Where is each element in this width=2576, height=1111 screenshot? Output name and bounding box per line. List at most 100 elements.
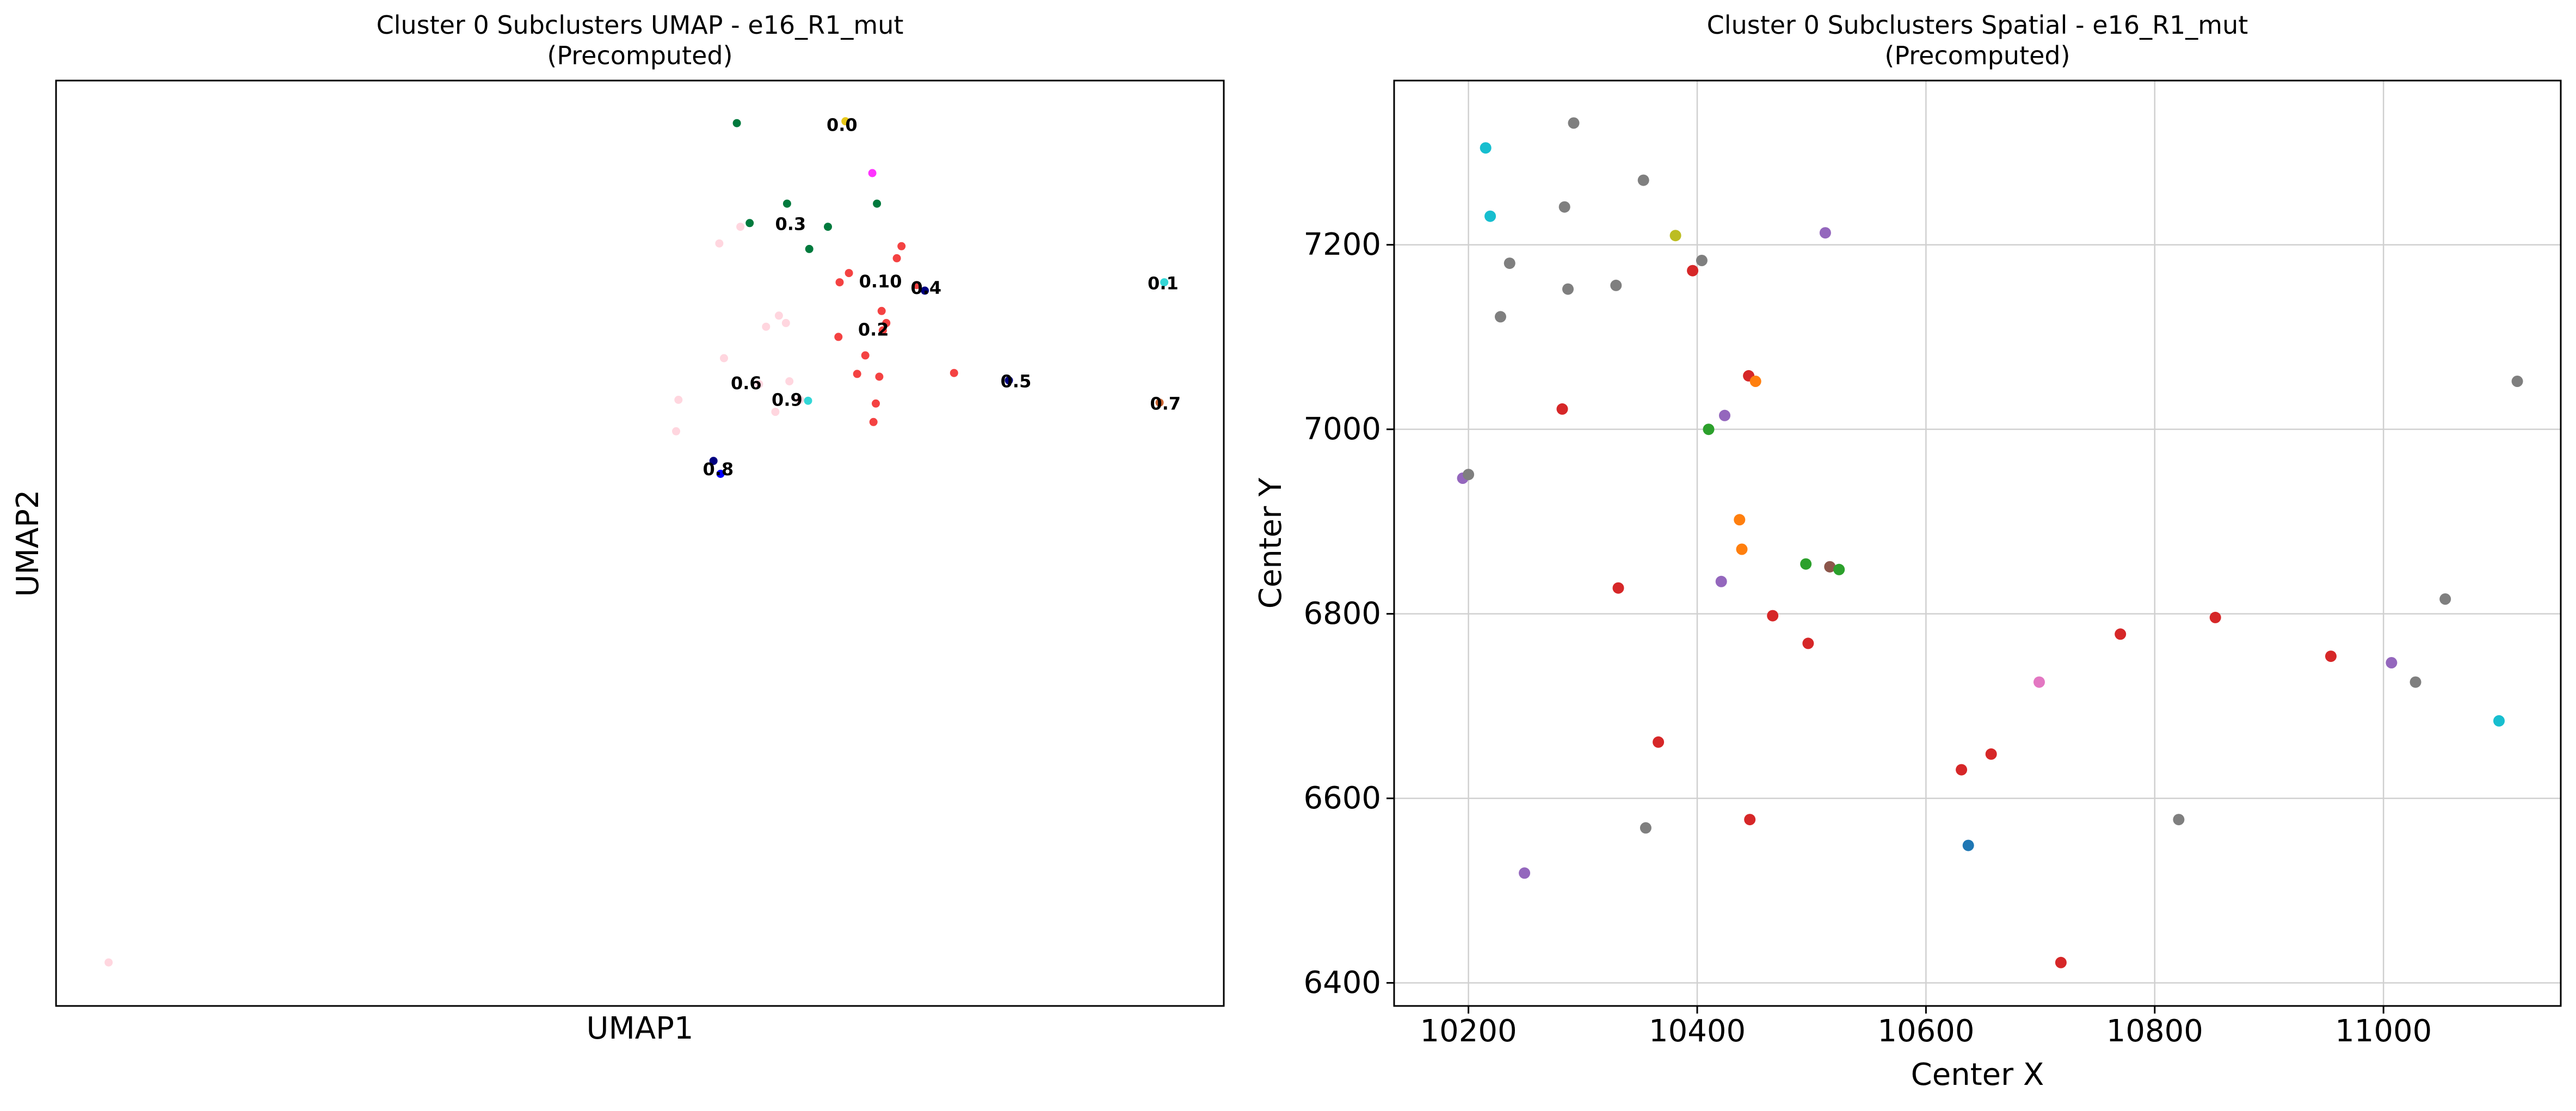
umap-point [897,242,906,250]
umap-cluster-label: 0.7 [1150,393,1181,414]
spatial-point [1610,279,1622,291]
y-tick-label: 7000 [1303,412,1381,447]
spatial-point [2055,956,2067,968]
umap-point [796,396,804,404]
umap-cluster-label: 0.1 [1148,273,1179,293]
umap-cluster-label: 0.6 [731,373,762,394]
umap-y-axis-label: UMAP2 [10,489,46,597]
spatial-point [1669,230,1681,242]
umap-point [873,199,882,208]
umap-cluster-label: 0.8 [702,459,734,480]
umap-point [1160,278,1169,287]
spatial-point [1495,311,1506,323]
umap-cluster-label: 0.9 [772,390,803,410]
umap-title: Cluster 0 Subclusters UMAP - e16_R1_mut [377,10,904,40]
umap-point [104,958,113,967]
spatial-point [1767,610,1779,622]
umap-point [785,377,794,385]
spatial-subtitle: (Precomputed) [1884,41,2070,70]
umap-point [745,219,754,228]
spatial-point [1833,563,1845,575]
umap-point [755,380,763,389]
umap-point [877,306,886,315]
y-tick-label: 7200 [1303,227,1381,262]
umap-plot-frame [55,79,1225,1007]
spatial-panel: Cluster 0 Subclusters Spatial - e16_R1_m… [1253,10,2562,1092]
umap-point [781,318,790,327]
umap-point [913,281,921,290]
spatial-point [1687,265,1699,277]
spatial-point [1715,575,1727,587]
x-tick-label: 10800 [2106,1014,2203,1049]
spatial-point [1719,409,1730,421]
umap-point [882,318,891,327]
spatial-grid [1394,81,2561,1006]
umap-point [845,269,853,278]
spatial-plot-frame [1393,79,2562,1007]
spatial-point [1696,255,1708,266]
umap-point [872,399,880,408]
umap-point [774,311,783,320]
umap-subtitle: (Precomputed) [547,41,732,70]
spatial-point [2115,628,2127,640]
y-tick-label: 6600 [1303,781,1381,816]
umap-point [674,396,683,404]
umap-point [720,354,728,363]
umap-cluster-label: 0.3 [775,214,806,235]
umap-point [841,117,850,126]
spatial-point [1824,561,1836,573]
spatial-point [1637,174,1649,186]
umap-point [782,199,791,208]
spatial-point [2511,376,2523,387]
x-tick-label: 10200 [1420,1014,1517,1049]
spatial-point [2409,676,2421,688]
spatial-point [1703,423,1715,435]
umap-point [853,370,861,378]
y-tick-label: 6400 [1303,965,1381,1000]
spatial-point [1749,376,1761,387]
spatial-point [1480,142,1492,154]
spatial-point [2386,657,2398,668]
umap-point [824,223,832,231]
y-tick-label: 6800 [1303,596,1381,631]
umap-point [892,254,901,262]
umap-point [732,119,741,127]
spatial-point [1962,839,1974,851]
umap-annotations: 0.0 0.3 0.10 0.4 0.1 0.2 0.5 0.6 0.9 0.7 0.8 [702,115,1181,480]
umap-cluster-label: 0.10 [859,271,902,292]
umap-point [861,351,870,360]
umap-point [1004,376,1013,385]
umap-point [716,470,725,478]
x-tick-label: 10600 [1877,1014,1974,1049]
umap-point [875,372,884,381]
umap-point [869,418,878,426]
umap-point [771,408,780,416]
umap-point [672,427,680,435]
spatial-ticks: 10200 10400 10600 10800 11000 6400 6600 6800 700… [1303,227,2432,1049]
umap-point [762,322,771,331]
umap-point [1155,398,1164,407]
umap-cluster-label: 0.5 [1001,371,1032,392]
umap-cluster-label: 0.2 [858,319,889,340]
umap-point [868,169,877,177]
spatial-point [2033,676,2045,688]
spatial-point [1956,764,1968,776]
spatial-point [1819,227,1831,239]
umap-panel: Cluster 0 Subclusters UMAP - e16_R1_mut … [10,10,1225,1046]
spatial-point [1612,582,1624,594]
umap-point [805,244,814,253]
spatial-point [2173,814,2185,826]
spatial-point [1562,283,1574,295]
spatial-point [1744,814,1756,826]
spatial-point [1484,210,1496,222]
umap-cluster-label: 0.0 [827,115,858,136]
umap-point [709,457,718,465]
x-tick-label: 11000 [2335,1014,2432,1049]
spatial-point [2493,715,2505,727]
spatial-point [1463,469,1475,481]
umap-point [804,396,812,405]
spatial-point [1736,543,1748,555]
spatial-points [1457,117,2523,968]
spatial-point [1734,514,1746,526]
